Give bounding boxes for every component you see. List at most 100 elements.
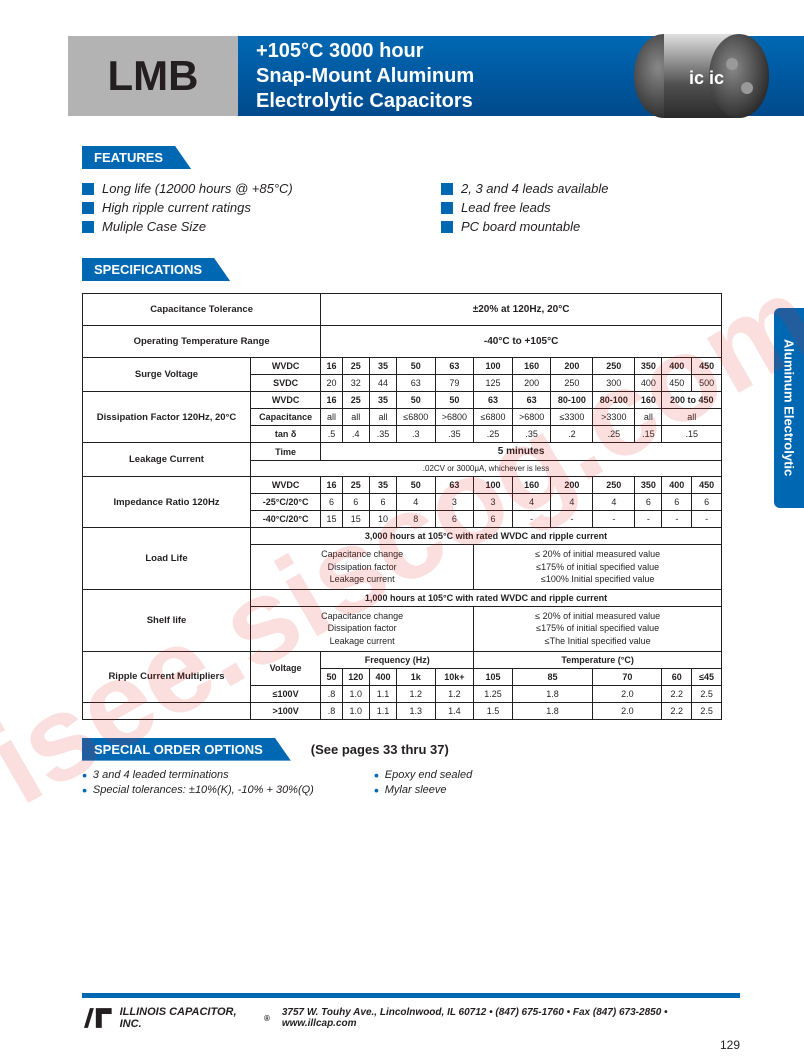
- option-text: Mylar sleeve: [385, 784, 447, 796]
- company-logo: ILLINOIS CAPACITOR, INC.®: [82, 1004, 270, 1032]
- table-cell: 50: [397, 358, 435, 375]
- table-cell: 1.2: [397, 685, 435, 702]
- table-cell: 63: [435, 477, 474, 494]
- table-cell: 1k: [397, 668, 435, 685]
- table-cell: 250: [551, 375, 593, 392]
- surge-wvdc-row: Surge Voltage WVDC 162535506310016020025…: [83, 358, 722, 375]
- footer: ILLINOIS CAPACITOR, INC.® 3757 W. Touhy …: [82, 993, 740, 1032]
- table-cell: ≤3300: [551, 409, 593, 426]
- table-cell: 350: [635, 477, 662, 494]
- leak-time: 5 minutes: [321, 443, 722, 461]
- table-cell: 200: [551, 358, 593, 375]
- cap-tol-label: Capacitance Tolerance: [83, 294, 321, 326]
- table-cell: 400: [369, 668, 396, 685]
- table-cell: 1.5: [474, 702, 512, 719]
- table-cell: 80-100: [593, 392, 635, 409]
- table-cell: all: [342, 409, 369, 426]
- table-cell: 63: [435, 358, 474, 375]
- life-values: ≤ 20% of initial measured value ≤175% of…: [474, 545, 722, 590]
- table-cell: 200 to 450: [662, 392, 722, 409]
- load-life-header: 3,000 hours at 105°C with rated WVDC and…: [251, 528, 722, 545]
- table-cell: 1.1: [369, 702, 396, 719]
- load-life-label: Load Life: [83, 528, 251, 590]
- life-params: Capacitance change Dissipation factor Le…: [251, 545, 474, 590]
- capacitance-label: Capacitance: [251, 409, 321, 426]
- options-header: SPECIAL ORDER OPTIONS: [82, 738, 291, 761]
- wvdc-label: WVDC: [251, 477, 321, 494]
- feature-text: PC board mountable: [461, 219, 580, 234]
- option-item: •Special tolerances: ±10%(K), -10% + 30%…: [82, 784, 314, 796]
- table-cell: 2.2: [662, 702, 692, 719]
- table-cell: 200: [512, 375, 551, 392]
- table-cell: 6: [662, 494, 692, 511]
- table-cell: >6800: [512, 409, 551, 426]
- bullet-icon: •: [374, 784, 379, 796]
- table-cell: .15: [662, 426, 722, 443]
- table-cell: >6800: [435, 409, 474, 426]
- table-cell: 2.0: [593, 702, 662, 719]
- table-cell: .5: [321, 426, 343, 443]
- table-cell: 15: [321, 511, 343, 528]
- table-cell: 1.3: [397, 702, 435, 719]
- table-cell: 6: [369, 494, 396, 511]
- table-cell: 16: [321, 358, 343, 375]
- temp-header: Temperature (°C): [474, 651, 722, 668]
- freq-header: Frequency (Hz): [321, 651, 474, 668]
- series-badge: LMB: [68, 36, 238, 116]
- temp-value: -40°C to +105°C: [321, 326, 722, 358]
- table-cell: 16: [321, 392, 343, 409]
- table-cell: 400: [662, 477, 692, 494]
- table-cell: 125: [474, 375, 512, 392]
- le100-label: ≤100V: [251, 685, 321, 702]
- table-cell: 1.8: [512, 685, 593, 702]
- shelf-params: Capacitance change Dissipation factor Le…: [251, 606, 474, 651]
- option-item: •Epoxy end sealed: [374, 769, 472, 781]
- header-banner: LMB +105°C 3000 hour Snap-Mount Aluminum…: [0, 18, 804, 118]
- table-cell: 250: [593, 477, 635, 494]
- title-line: Electrolytic Capacitors: [256, 90, 473, 112]
- table-cell: 44: [369, 375, 396, 392]
- table-cell: 15: [342, 511, 369, 528]
- table-cell: 1.25: [474, 685, 512, 702]
- wvdc-label: WVDC: [251, 358, 321, 375]
- table-cell: 79: [435, 375, 474, 392]
- table-cell: 200: [551, 477, 593, 494]
- imp-wvdc-row: Impedance Ratio 120Hz WVDC 1625355063100…: [83, 477, 722, 494]
- temp-label: Operating Temperature Range: [83, 326, 321, 358]
- table-cell: .2: [551, 426, 593, 443]
- table-cell: 450: [692, 477, 722, 494]
- impedance-label: Impedance Ratio 120Hz: [83, 477, 251, 528]
- table-cell: 25: [342, 358, 369, 375]
- table-cell: .4: [342, 426, 369, 443]
- footer-address: 3757 W. Touhy Ave., Lincolnwood, IL 6071…: [282, 1007, 740, 1029]
- table-cell: 63: [474, 392, 512, 409]
- table-cell: 500: [692, 375, 722, 392]
- table-cell: 250: [593, 358, 635, 375]
- table-cell: 16: [321, 477, 343, 494]
- wvdc-label: WVDC: [251, 392, 321, 409]
- table-cell: 6: [342, 494, 369, 511]
- features-list: Long life (12000 hours @ +85°C) High rip…: [82, 181, 740, 238]
- table-cell: -: [593, 511, 635, 528]
- table-cell: ≤6800: [474, 409, 512, 426]
- bullet-icon: •: [82, 769, 87, 781]
- table-cell: all: [662, 409, 722, 426]
- table-cell: 100: [474, 358, 512, 375]
- table-cell: 105: [474, 668, 512, 685]
- feature-text: Lead free leads: [461, 200, 551, 215]
- table-cell: -: [512, 511, 551, 528]
- company-name: ILLINOIS CAPACITOR, INC.: [120, 1006, 260, 1030]
- table-cell: 6: [474, 511, 512, 528]
- feature-text: Muliple Case Size: [102, 219, 206, 234]
- table-cell: 20: [321, 375, 343, 392]
- table-cell: .35: [435, 426, 474, 443]
- table-cell: 450: [692, 358, 722, 375]
- ratio-40-label: -40°C/20°C: [251, 511, 321, 528]
- table-cell: >3300: [593, 409, 635, 426]
- table-cell: 1.4: [435, 702, 474, 719]
- table-cell: 32: [342, 375, 369, 392]
- table-cell: .8: [321, 702, 343, 719]
- title-line: Snap-Mount Aluminum: [256, 65, 474, 87]
- specs-header: SPECIFICATIONS: [82, 258, 230, 281]
- table-cell: .15: [635, 426, 662, 443]
